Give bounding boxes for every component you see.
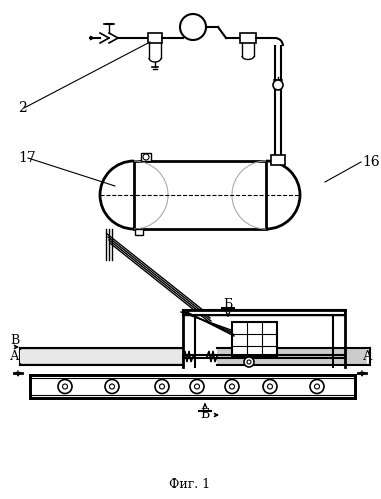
Bar	[20, 350, 183, 363]
Bar	[135, 229, 143, 235]
Circle shape	[105, 380, 119, 394]
Bar	[271, 155, 285, 165]
Bar	[217, 348, 367, 365]
Circle shape	[190, 380, 204, 394]
Circle shape	[58, 380, 72, 394]
Text: 16: 16	[362, 155, 379, 169]
Circle shape	[180, 14, 206, 40]
Text: Б: Б	[200, 409, 210, 422]
Circle shape	[143, 154, 149, 160]
Circle shape	[155, 380, 169, 394]
Circle shape	[267, 384, 272, 389]
Circle shape	[229, 384, 234, 389]
Circle shape	[263, 380, 277, 394]
Circle shape	[160, 384, 165, 389]
Text: 17: 17	[18, 151, 36, 165]
Text: А: А	[362, 349, 372, 362]
Circle shape	[247, 360, 251, 364]
Circle shape	[225, 380, 239, 394]
Bar	[30, 375, 355, 398]
Bar	[20, 348, 183, 365]
Circle shape	[62, 384, 67, 389]
Circle shape	[244, 357, 254, 367]
Circle shape	[109, 384, 115, 389]
Text: Фиг. 1: Фиг. 1	[170, 479, 211, 492]
Bar	[240, 33, 256, 43]
Bar	[148, 33, 162, 43]
Text: Б: Б	[223, 298, 233, 311]
Circle shape	[314, 384, 320, 389]
Text: В: В	[10, 333, 19, 346]
Text: 2: 2	[18, 101, 27, 115]
Circle shape	[194, 384, 200, 389]
Bar	[141, 153, 151, 161]
Bar	[134, 161, 266, 229]
Text: А: А	[10, 349, 19, 362]
Circle shape	[310, 380, 324, 394]
Bar	[232, 322, 277, 357]
Bar	[183, 310, 345, 315]
Circle shape	[273, 80, 283, 90]
